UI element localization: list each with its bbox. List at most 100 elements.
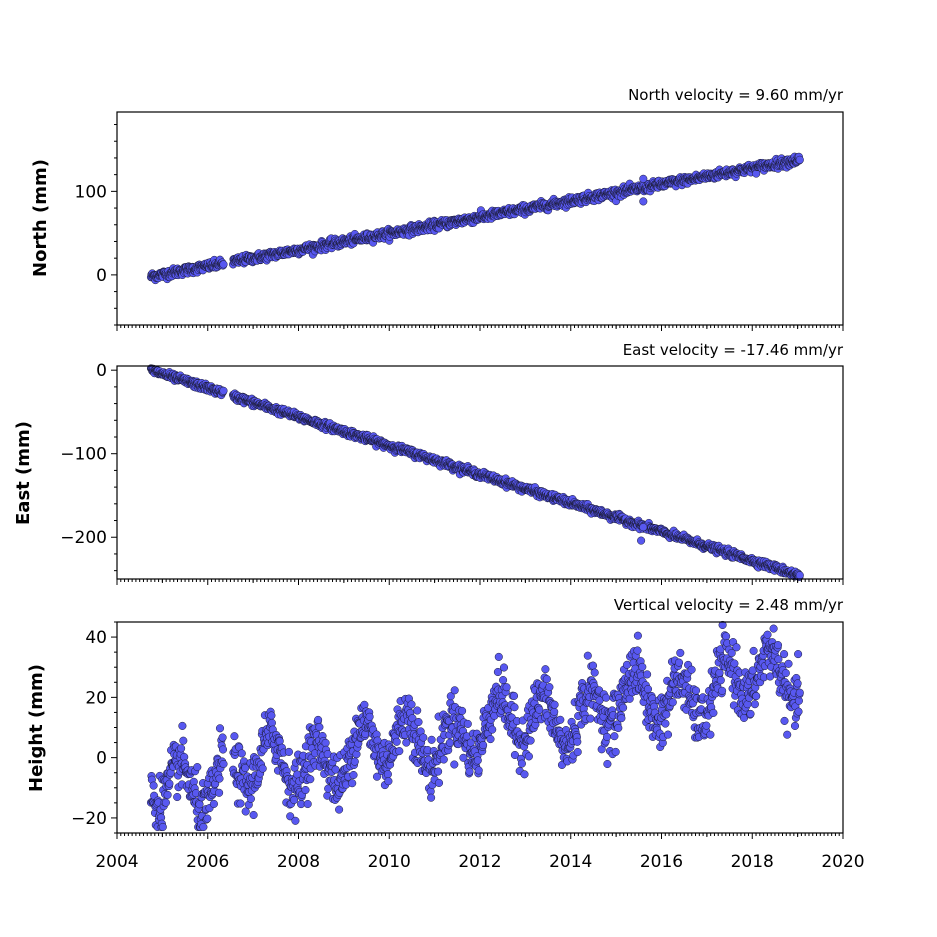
data-point: [291, 816, 300, 825]
data-point: [784, 659, 793, 668]
data-point: [439, 755, 448, 764]
y-tick-label: 0: [96, 361, 107, 381]
data-point: [773, 641, 783, 650]
data-point: [419, 733, 428, 742]
data-point: [783, 730, 792, 739]
data-point: [780, 716, 789, 725]
data-point: [179, 736, 188, 745]
data-point: [465, 767, 474, 776]
data-point: [414, 717, 423, 727]
data-point: [517, 759, 526, 768]
data-point: [722, 632, 731, 641]
data-point: [545, 683, 554, 692]
data-point: [383, 770, 392, 779]
data-point: [163, 790, 172, 799]
data-point: [663, 730, 673, 739]
data-point: [219, 260, 228, 269]
data-point: [676, 648, 685, 657]
data-point: [749, 646, 758, 655]
data-point: [218, 733, 227, 742]
data-point: [639, 197, 648, 206]
data-point: [267, 718, 276, 727]
data-point: [348, 779, 357, 788]
data-point: [395, 747, 404, 756]
data-point: [290, 795, 299, 805]
data-point: [633, 646, 642, 655]
data-point: [458, 706, 467, 715]
height-panel: Vertical velocity = 2.48 mm/yr Height (m…: [26, 596, 844, 839]
data-point: [586, 714, 595, 723]
data-point: [365, 712, 374, 721]
east-panel: East velocity = -17.46 mm/yr East (mm) 0…: [13, 341, 844, 585]
data-point: [215, 774, 224, 783]
data-point: [199, 822, 208, 832]
data-point: [702, 721, 711, 730]
data-point: [445, 738, 454, 747]
data-point: [315, 723, 324, 732]
data-point: [781, 669, 790, 678]
height-axis-label: Height (mm): [26, 664, 47, 792]
data-point: [619, 703, 628, 712]
data-point: [203, 814, 212, 823]
east-velocity-title: East velocity = -17.46 mm/yr: [623, 341, 844, 359]
data-point: [662, 710, 671, 719]
data-point: [633, 631, 642, 640]
data-point: [550, 707, 559, 716]
data-point: [795, 688, 804, 697]
data-point: [643, 670, 652, 679]
data-point: [158, 822, 167, 832]
y-tick-label: 40: [85, 628, 107, 648]
data-point: [709, 708, 718, 717]
east-series: [146, 364, 804, 581]
data-point: [349, 770, 358, 780]
data-point: [730, 659, 739, 668]
data-point: [706, 730, 715, 739]
data-point: [486, 735, 495, 744]
data-point: [499, 663, 509, 672]
data-point: [583, 651, 592, 660]
data-point: [230, 732, 239, 741]
height-series: [146, 620, 804, 832]
data-point: [215, 724, 225, 733]
data-point: [795, 155, 804, 164]
north-velocity-title: North velocity = 9.60 mm/yr: [628, 86, 844, 104]
data-point: [267, 711, 276, 720]
data-point: [602, 693, 611, 702]
east-axis-label: East (mm): [13, 421, 34, 525]
data-point: [639, 174, 648, 183]
y-tick-label: 100: [75, 182, 107, 202]
data-point: [335, 805, 344, 814]
data-point: [691, 686, 701, 695]
data-point: [284, 747, 293, 756]
data-point: [321, 738, 330, 747]
data-point: [306, 775, 315, 784]
data-point: [794, 707, 803, 716]
data-point: [314, 715, 323, 724]
data-point: [661, 719, 670, 728]
data-point: [550, 700, 559, 709]
data-point: [794, 650, 803, 659]
data-point: [746, 709, 755, 718]
data-point: [542, 675, 551, 684]
data-point: [602, 732, 612, 741]
data-point: [639, 523, 648, 532]
data-point: [474, 766, 483, 775]
data-point: [668, 698, 677, 707]
y-tick-label: 0: [96, 749, 107, 769]
vertical-velocity-title: Vertical velocity = 2.48 mm/yr: [614, 596, 844, 614]
data-point: [793, 679, 802, 688]
data-point: [195, 800, 204, 809]
data-point: [303, 799, 312, 809]
data-point: [494, 652, 503, 661]
data-point: [763, 630, 772, 639]
y-tick-label: −100: [60, 445, 107, 465]
data-point: [236, 799, 245, 808]
data-point: [603, 759, 612, 769]
data-point: [219, 386, 228, 395]
data-point: [526, 736, 535, 745]
data-point: [510, 703, 519, 712]
data-point: [193, 763, 202, 772]
data-point: [556, 715, 565, 724]
data-point: [732, 643, 741, 652]
